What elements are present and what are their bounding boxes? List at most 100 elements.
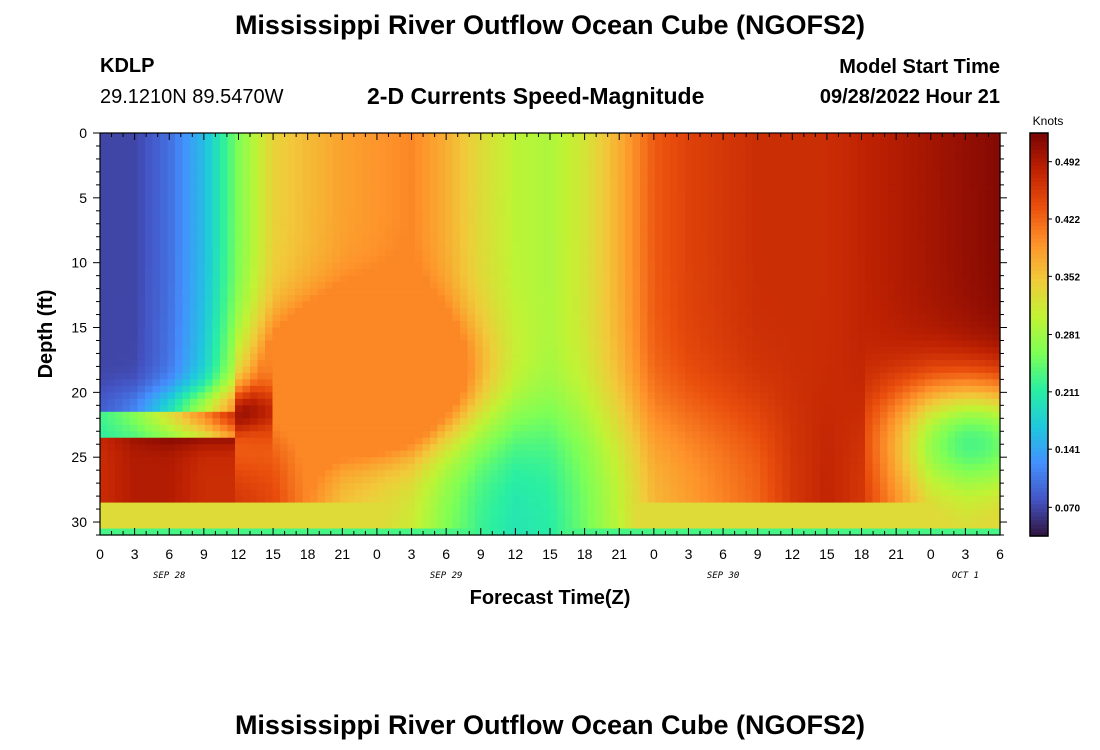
heatmap-cell: [257, 411, 266, 419]
heatmap-cell: [482, 152, 491, 160]
heatmap-cell: [610, 385, 619, 393]
heatmap-cell: [595, 483, 604, 491]
heatmap-cell: [490, 230, 499, 238]
heatmap-cell: [632, 353, 641, 361]
heatmap-cell: [587, 262, 596, 270]
heatmap-cell: [182, 353, 191, 361]
heatmap-cell: [692, 528, 701, 536]
heatmap-cell: [580, 437, 589, 445]
heatmap-cell: [295, 243, 304, 251]
heatmap-cell: [557, 385, 566, 393]
heatmap-cell: [227, 282, 236, 290]
heatmap-cell: [475, 457, 484, 465]
heatmap-cell: [565, 470, 574, 478]
heatmap-cell: [347, 288, 356, 296]
heatmap-cell: [392, 522, 401, 530]
heatmap-cell: [497, 476, 506, 484]
heatmap-cell: [332, 483, 341, 491]
heatmap-cell: [505, 385, 514, 393]
heatmap-cell: [700, 204, 709, 212]
heatmap-cell: [130, 437, 139, 445]
heatmap-cell: [250, 223, 259, 231]
heatmap-cell: [700, 133, 709, 141]
heatmap-cell: [370, 522, 379, 530]
heatmap-cell: [257, 243, 266, 251]
heatmap-cell: [310, 204, 319, 212]
heatmap-cell: [452, 158, 461, 167]
heatmap-cell: [355, 314, 364, 322]
heatmap-cell: [527, 470, 536, 478]
heatmap-cell: [377, 418, 386, 426]
heatmap-cell: [520, 444, 529, 452]
heatmap-cell: [580, 197, 589, 205]
heatmap-cell: [520, 236, 529, 244]
heatmap-cell: [115, 346, 124, 355]
heatmap-cell: [122, 152, 131, 160]
heatmap-cell: [137, 340, 146, 348]
heatmap-cell: [685, 405, 694, 413]
heatmap-cell: [197, 204, 206, 212]
heatmap-cell: [160, 262, 169, 270]
heatmap-cell: [437, 236, 446, 244]
heatmap-cell: [302, 489, 311, 497]
heatmap-cell: [362, 204, 371, 212]
heatmap-cell: [385, 470, 394, 478]
heatmap-cell: [542, 392, 551, 400]
heatmap-cell: [527, 191, 536, 199]
heatmap-cell: [205, 450, 214, 458]
heatmap-cell: [115, 184, 124, 192]
heatmap-cell: [205, 282, 214, 290]
heatmap-cell: [610, 301, 619, 309]
heatmap-cell: [377, 398, 386, 406]
heatmap-cell: [670, 431, 679, 439]
heatmap-cell: [317, 366, 326, 374]
heatmap-cell: [265, 133, 274, 141]
heatmap-cell: [430, 457, 439, 465]
heatmap-cell: [332, 269, 341, 277]
heatmap-cell: [610, 392, 619, 400]
heatmap-cell: [422, 275, 431, 283]
heatmap-cell: [197, 444, 206, 452]
heatmap-cell: [317, 334, 326, 342]
heatmap-cell: [100, 243, 109, 251]
heatmap-cell: [655, 528, 664, 536]
heatmap-cell: [295, 366, 304, 374]
heatmap-cell: [302, 197, 311, 205]
heatmap-cell: [632, 476, 641, 484]
heatmap-cell: [197, 282, 206, 290]
heatmap-cell: [602, 158, 611, 167]
heatmap-cell: [257, 392, 266, 400]
heatmap-cell: [137, 398, 146, 406]
heatmap-cell: [182, 191, 191, 199]
heatmap-cell: [235, 476, 244, 484]
heatmap-cell: [610, 515, 619, 523]
heatmap-cell: [280, 476, 289, 484]
heatmap-cell: [512, 340, 521, 348]
heatmap-cell: [325, 483, 334, 491]
heatmap-cell: [617, 275, 626, 283]
heatmap-cell: [542, 502, 551, 510]
heatmap-cell: [385, 476, 394, 484]
heatmap-cell: [670, 249, 679, 257]
heatmap-cell: [490, 463, 499, 471]
heatmap-cell: [685, 431, 694, 439]
heatmap-cell: [175, 359, 184, 368]
heatmap-cell: [287, 515, 296, 523]
heatmap-cell: [205, 392, 214, 400]
heatmap-cell: [362, 353, 371, 361]
heatmap-cell: [167, 431, 176, 439]
heatmap-cell: [197, 379, 206, 387]
heatmap-cell: [617, 269, 626, 277]
heatmap-cell: [107, 379, 116, 387]
heatmap-cell: [422, 463, 431, 471]
heatmap-cell: [100, 321, 109, 329]
heatmap-cell: [137, 314, 146, 322]
heatmap-cell: [167, 288, 176, 296]
heatmap-cell: [587, 269, 596, 277]
heatmap-cell: [325, 321, 334, 329]
heatmap-cell: [692, 444, 701, 452]
heatmap-cell: [535, 431, 544, 439]
heatmap-cell: [617, 308, 626, 316]
heatmap-cell: [355, 301, 364, 309]
heatmap-cell: [632, 359, 641, 368]
